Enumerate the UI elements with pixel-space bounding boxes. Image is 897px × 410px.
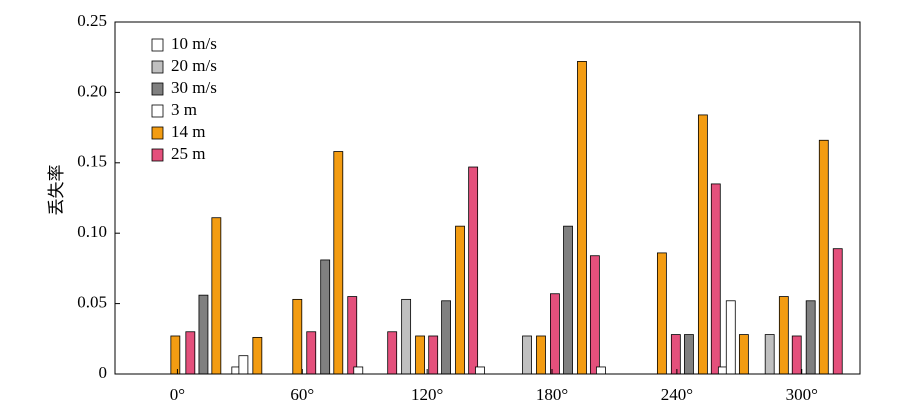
bar (656, 252, 667, 375)
bar (710, 183, 721, 375)
y-tick-label: 0.25 (77, 11, 107, 30)
legend-label: 3 m (171, 100, 197, 119)
bar (818, 139, 829, 375)
bar (306, 331, 317, 375)
bar (211, 217, 222, 375)
bar (738, 334, 749, 375)
bar (764, 334, 775, 375)
bar (550, 293, 560, 375)
bar (563, 225, 573, 375)
legend-swatch (151, 148, 164, 162)
bar (415, 335, 425, 375)
bar (725, 300, 736, 375)
bar (468, 166, 479, 375)
x-tick-label: 180° (536, 385, 568, 404)
bar (670, 334, 681, 375)
y-tick-label: 0.05 (77, 293, 107, 312)
y-axis-label: 丢失率 (47, 165, 66, 216)
plot-frame (114, 21, 861, 375)
bar (455, 225, 465, 375)
bar (292, 298, 303, 375)
bar (475, 366, 485, 375)
bar (684, 334, 694, 375)
bar (596, 366, 606, 375)
legend-swatch (151, 104, 164, 118)
y-tick-label: 0.20 (77, 81, 107, 100)
y-tick-label: 0.10 (77, 222, 107, 241)
x-tick-label: 240° (661, 385, 693, 404)
bar (577, 61, 587, 375)
bar (791, 335, 802, 375)
bar (697, 114, 708, 375)
legend-label: 20 m/s (171, 56, 217, 75)
bar (832, 248, 843, 375)
bar (428, 335, 439, 375)
legend-swatch (151, 82, 164, 96)
legend-swatch (151, 126, 164, 140)
legend-swatch (151, 60, 164, 74)
bar (805, 300, 816, 375)
bar (198, 294, 209, 375)
bar (353, 366, 364, 375)
bar (170, 335, 181, 375)
legend-label: 25 m (171, 144, 205, 163)
legend-swatch (151, 38, 164, 52)
x-tick-label: 0° (170, 385, 185, 404)
x-tick-label: 300° (786, 385, 818, 404)
legend-label: 14 m (171, 122, 205, 141)
legend-label: 10 m/s (171, 34, 217, 53)
bar (238, 355, 249, 375)
bar (387, 331, 398, 375)
x-tick-label: 60° (290, 385, 314, 404)
bar (536, 335, 546, 375)
y-tick-label: 0.15 (77, 152, 107, 171)
bar (333, 151, 344, 375)
bar (522, 335, 532, 375)
y-tick-label: 0 (99, 363, 108, 382)
bar (320, 259, 331, 375)
legend-label: 30 m/s (171, 78, 217, 97)
bar (347, 296, 358, 375)
bar (185, 331, 196, 375)
bar (441, 300, 451, 375)
bar (401, 298, 412, 375)
x-tick-label: 120° (411, 385, 443, 404)
bar (589, 255, 600, 375)
bar (778, 296, 789, 375)
bar (252, 336, 263, 375)
